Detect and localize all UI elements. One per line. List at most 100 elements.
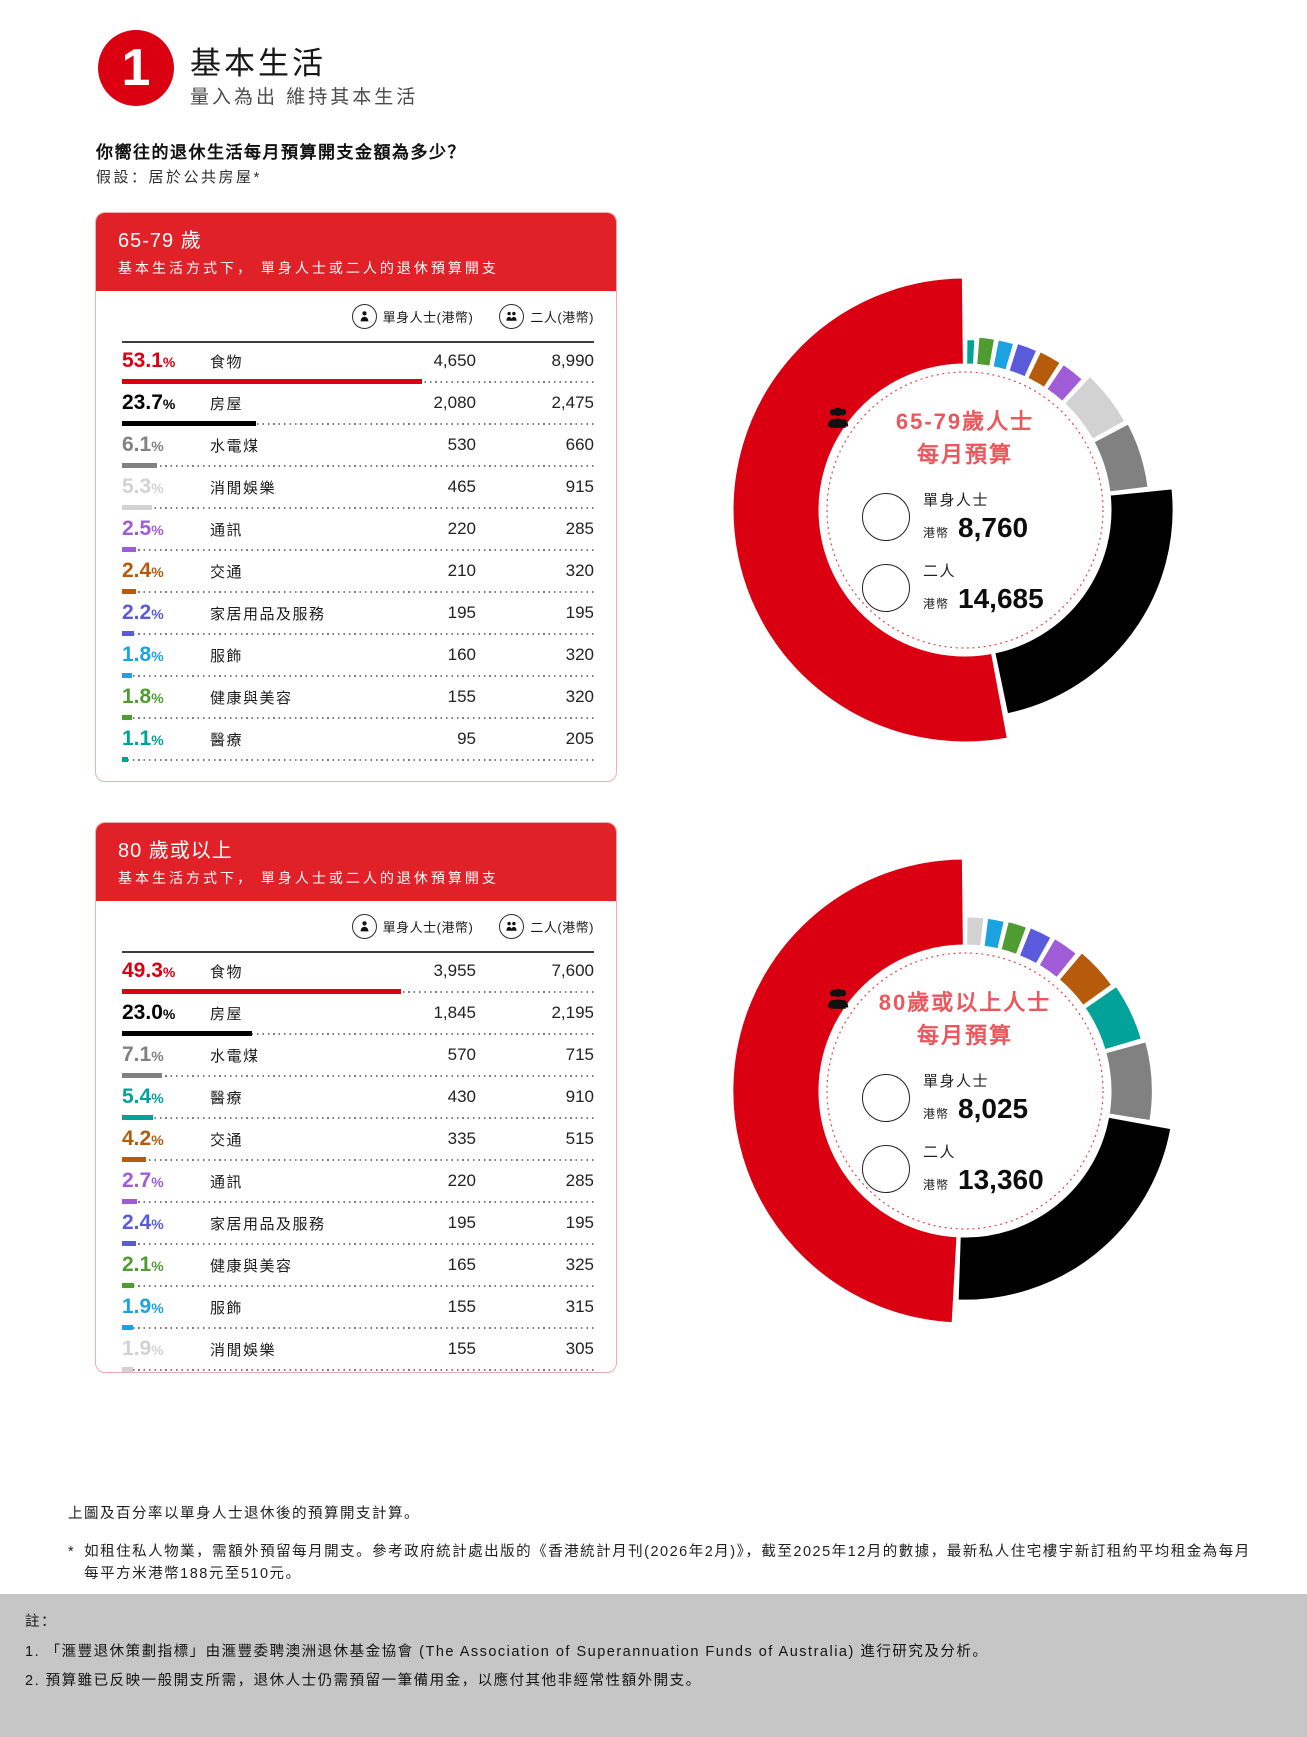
donut-segment-服飾 [992,339,1015,371]
center-dotted-ring [826,371,1104,649]
row-percentage: 4.2% [122,1127,164,1150]
row-percentage: 2.5% [122,517,164,540]
donut-title-line1: 65-79歲人士 [895,409,1035,434]
rental-footnote-text: 如租住私人物業，需額外預留每月開支。參考政府統計處出版的《香港統計月刊(2026… [84,1544,1251,1583]
row-bar-line [122,1241,594,1247]
percentage-bar [122,505,152,510]
table-row: 1.1% 醫療 95 205 [122,721,594,763]
table-row: 1.9% 消閒娛樂 155 305 [122,1331,594,1372]
notes-box: 註： 1. 「滙豐退休策劃指標」由滙豐委聘澳洲退休基金協會 (The Assoc… [0,1594,1307,1737]
row-category: 通訊 [210,1173,244,1191]
donut-segment-家居用品及服務 [1008,342,1038,378]
row-single-value: 220 [447,1171,476,1190]
dotted-separator [122,633,594,635]
row-category: 消閒娛樂 [210,479,277,497]
donut-svg [732,858,1172,1324]
donut-segment-服飾 [983,917,1005,950]
percentage-bar [122,989,401,994]
row-single-value: 155 [447,1297,476,1316]
card-age-title: 65-79 歲 [118,230,202,252]
table-row: 2.7% 通訊 220 285 [122,1163,594,1205]
row-percentage: 1.9% [122,1295,164,1318]
donut-segment-健康與美容 [976,336,996,367]
table-row: 4.2% 交通 335 515 [122,1121,594,1163]
percentage-bar [122,1031,252,1036]
donut-segment-房屋 [957,1116,1172,1301]
row-percentage: 2.2% [122,601,164,624]
table-row: 23.7% 房屋 2,080 2,475 [122,385,594,427]
currency-label: 港幣 [923,1107,950,1121]
row-single-value: 465 [447,477,476,496]
dotted-separator [122,759,594,761]
couple-column-header: 二人(港幣) [499,913,594,939]
dotted-separator [122,1033,594,1035]
row-bar-line [122,463,594,469]
single-budget-row: 單身人士 港幣 8,025 [830,988,1028,1125]
single-budget-row: 單身人士 港幣 8,760 [830,407,1028,544]
donut-segment-交通 [1058,952,1113,1007]
row-single-value: 4,650 [433,351,476,370]
row-bar-line [122,547,594,553]
percentage-bar [122,421,256,426]
table-row: 5.4% 醫療 430 910 [122,1079,594,1121]
card-header: 65-79 歲 基本生活方式下， 單身人士或二人的退休預算開支 [96,213,616,291]
row-percentage: 23.0% [122,1001,176,1024]
row-bar-line [122,589,594,595]
row-bar-line [122,631,594,637]
donut-chart: 65-79歲人士 每月預算 單身人士 港幣 8,760 [725,270,1205,750]
row-percentage: 1.8% [122,685,164,708]
row-single-value: 570 [447,1045,476,1064]
card-body: 單身人士(港幣) 二人(港幣) 53.1% 食物 4,650 8,990 [96,291,616,763]
row-couple-value: 2,195 [551,1003,594,1022]
row-category: 交通 [210,563,244,581]
donut-segment-通訊 [1046,363,1083,402]
row-single-value: 155 [447,687,476,706]
row-percentage: 2.1% [122,1253,164,1276]
row-percentage: 1.8% [122,643,164,666]
donut-legend: 單身人士 港幣 8,760 二人 港幣 14,685 [827,407,1068,615]
row-single-value: 1,845 [433,1003,476,1022]
card-age-title: 80 歲或以上 [118,840,233,862]
row-couple-value: 715 [565,1045,594,1064]
dotted-separator [122,1075,594,1077]
dotted-separator [122,423,594,425]
row-couple-value: 8,990 [551,351,594,370]
row-bar-line [122,1073,594,1079]
row-couple-value: 320 [565,561,594,580]
row-single-value: 530 [447,435,476,454]
percentage-bar [122,631,135,636]
percentage-bar [122,1241,136,1246]
notes-label: 註： [25,1614,57,1630]
row-single-value: 160 [447,645,476,664]
row-percentage: 49.3% [122,959,176,982]
couple-label: 二人 [923,1144,957,1161]
donut-segment-食物 [732,277,1008,743]
row-single-value: 165 [447,1255,476,1274]
donut-center: 80歲或以上人士 每月預算 單身人士 港幣 8,025 [825,986,1105,1196]
row-category: 醫療 [210,1089,244,1107]
dotted-separator [122,591,594,593]
row-couple-value: 325 [565,1255,594,1274]
row-percentage: 2.7% [122,1169,164,1192]
row-couple-value: 320 [565,645,594,664]
donut-legend: 單身人士 港幣 8,025 二人 港幣 13,360 [827,988,1068,1196]
donut-title-line2: 每月預算 [916,1023,1013,1048]
dotted-separator [122,1285,594,1287]
single-person-icon [351,303,377,329]
row-category: 服飾 [210,1299,244,1317]
row-percentage: 2.4% [122,559,164,582]
couple-icon [499,913,525,939]
row-bar-line [122,505,594,511]
table-row: 49.3% 食物 3,955 7,600 [122,953,594,995]
single-label: 單身人士 [923,492,990,509]
single-column-header: 單身人士(港幣) [351,303,474,329]
donut-segment-醫療 [966,339,976,365]
table-row: 2.5% 通訊 220 285 [122,511,594,553]
dotted-separator [122,1117,594,1119]
center-dotted-ring [826,952,1104,1230]
row-single-value: 220 [447,519,476,538]
row-single-value: 3,955 [433,961,476,980]
note-item-1: 1. 「滙豐退休策劃指標」由滙豐委聘澳洲退休基金協會 (The Associat… [25,1643,989,1660]
couple-icon [827,989,910,1193]
